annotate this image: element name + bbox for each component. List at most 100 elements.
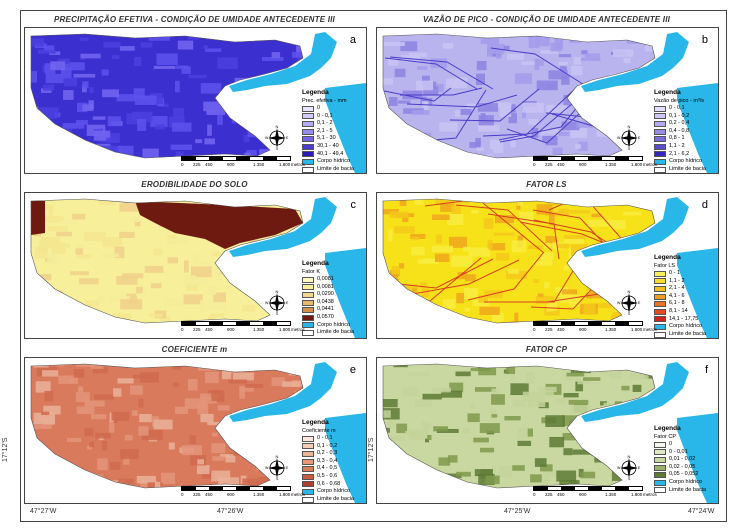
raster-cell: [423, 86, 439, 95]
scale-unit: metros: [291, 162, 305, 167]
scale-label: 1.800: [279, 162, 291, 167]
legend-label: Corpo hídrico: [669, 478, 703, 485]
raster-cell: [516, 199, 523, 206]
raster-cell: [87, 445, 92, 450]
legend-label: Limite de bacia: [317, 495, 354, 502]
raster-cell: [47, 226, 68, 232]
raster-cell: [526, 372, 535, 384]
raster-cell: [31, 320, 46, 323]
raster-cell: [43, 483, 56, 488]
map-box: b Legenda Vazão de pico - m³/s 0 - 0,1 0,1 -…: [376, 27, 719, 174]
raster-cell: [548, 213, 555, 226]
west-label: W: [265, 136, 269, 140]
legend-swatch: [654, 278, 666, 285]
raster-cell: [429, 490, 441, 497]
raster-cell: [31, 71, 37, 83]
raster-cell: [195, 139, 203, 144]
legend-label: 0,1 - 0,2: [669, 112, 690, 119]
raster-cell: [623, 58, 631, 64]
raster-cell: [41, 411, 50, 415]
drainage-line: [388, 258, 494, 289]
legend-label: 2,1 - 4: [669, 285, 685, 292]
legend-swatch: [654, 441, 666, 448]
raster-cell: [197, 459, 204, 465]
raster-cell: [563, 393, 579, 398]
scale-segment: [628, 322, 642, 325]
raster-cell: [44, 142, 60, 150]
raster-cell: [562, 209, 570, 216]
legend-label: 0,4 - 0,8: [669, 127, 690, 134]
raster-cell: [618, 199, 630, 205]
raster-cell: [40, 274, 52, 281]
legend-label: 14,1 - 17,75: [669, 315, 699, 322]
raster-cell: [181, 66, 191, 74]
raster-cell: [493, 232, 515, 236]
legend-swatch: [302, 284, 314, 291]
legend-swatch: [654, 143, 666, 150]
raster-cell: [82, 85, 87, 93]
raster-cell: [508, 113, 517, 124]
legend-swatch: [302, 435, 314, 442]
raster-cell: [588, 200, 600, 207]
raster-cell: [219, 454, 233, 458]
scale-label: 225: [193, 492, 201, 497]
legend-label: 0,3 - 0,4: [317, 457, 338, 464]
basin-map: [382, 362, 718, 503]
raster-cell: [38, 240, 57, 249]
raster-cell: [172, 122, 192, 132]
raster-cell: [200, 83, 222, 94]
raster-cell: [69, 311, 77, 320]
raster-cell: [460, 109, 472, 115]
water-body: [581, 197, 718, 338]
scale-segment: [276, 322, 290, 325]
raster-cell: [407, 372, 429, 377]
legend-label: 0,02 - 0,05: [669, 463, 696, 470]
raster-cell: [94, 394, 114, 400]
basin-boundary: [30, 33, 304, 159]
raster-cell: [84, 300, 99, 307]
raster-cell: [205, 48, 222, 52]
legend-swatch: [654, 456, 666, 463]
raster-cell: [34, 246, 48, 259]
raster-cell: [537, 293, 544, 297]
raster-cell: [134, 56, 142, 67]
raster-cell: [211, 470, 231, 482]
raster-cell: [626, 35, 646, 44]
raster-cell: [483, 218, 494, 229]
raster-cell: [583, 303, 596, 315]
drainage-line: [400, 87, 483, 96]
raster-cell: [107, 116, 121, 127]
raster-cell: [106, 137, 120, 143]
raster-cell: [56, 231, 72, 237]
scale-label: 225: [193, 327, 201, 332]
raster-cell: [518, 427, 531, 439]
raster-cell: [155, 124, 165, 130]
legend-swatch: [302, 128, 314, 135]
raster-cell: [510, 139, 516, 148]
raster-cell: [258, 111, 274, 123]
legend-label: 1,1 - 2: [669, 277, 685, 284]
raster-cell: [464, 287, 478, 299]
legend-label: 0 - 0,01: [669, 448, 688, 455]
water-body: [581, 32, 718, 173]
raster-cell: [566, 372, 585, 377]
scale-segment: [263, 322, 277, 325]
legend-item: 0,4 - 0,5: [302, 465, 366, 473]
legend-item: 0 - 0,1: [654, 105, 718, 113]
raster-cell: [102, 441, 107, 451]
raster-cell: [38, 49, 56, 54]
raster-cell: [536, 59, 544, 66]
map-box: c Legenda Fator K 0,0081 0,0081 0,0290 0,0438 0…: [24, 192, 367, 339]
raster-cell: [422, 393, 442, 400]
raster-cell: [491, 394, 505, 405]
raster-cell: [132, 410, 138, 416]
raster-cell: [118, 478, 134, 484]
raster-cell: [207, 300, 226, 310]
raster-cell: [44, 390, 54, 402]
north-label: N: [276, 124, 279, 129]
raster-cell: [33, 146, 41, 157]
raster-cell: [417, 259, 439, 264]
raster-cell: [581, 256, 602, 267]
raster-cell: [228, 379, 248, 384]
legend-item: 0,5 - 0,6: [302, 473, 366, 481]
